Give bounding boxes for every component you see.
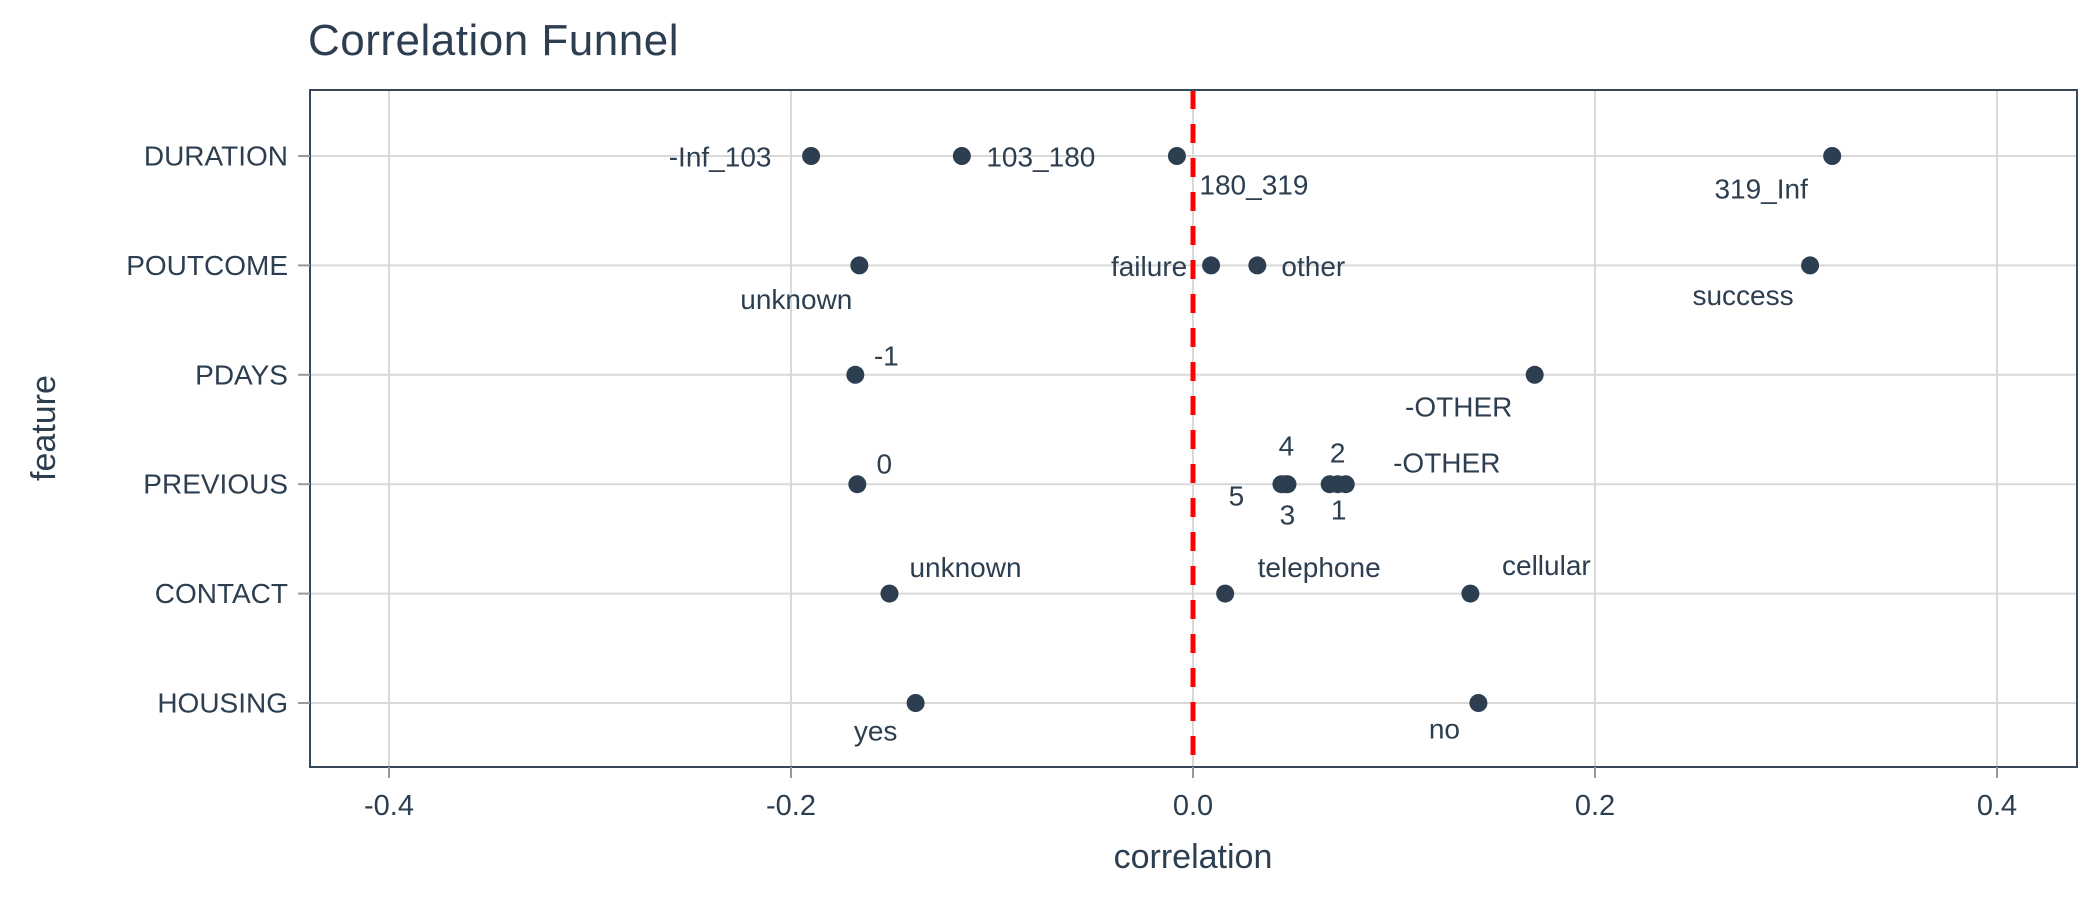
data-point xyxy=(880,584,899,603)
data-point-label: failure xyxy=(1111,251,1187,282)
data-point-label: 319_Inf xyxy=(1714,174,1808,205)
data-point xyxy=(1202,256,1221,275)
y-axis-title: feature xyxy=(25,375,63,481)
y-category-label: PREVIOUS xyxy=(143,469,288,500)
data-point xyxy=(952,147,971,165)
data-point xyxy=(1276,475,1295,494)
data-point xyxy=(802,147,821,165)
data-point-label: unknown xyxy=(740,284,852,315)
data-point-label: -OTHER xyxy=(1405,391,1512,422)
data-point-label: 180_319 xyxy=(1199,170,1308,201)
data-point-label: -Inf_103 xyxy=(669,142,772,173)
y-category-label: HOUSING xyxy=(157,688,288,719)
x-tick-label: -0.4 xyxy=(364,790,414,822)
y-category-label: POUTCOME xyxy=(126,250,288,281)
data-point-label: -1 xyxy=(874,340,899,371)
data-point-label: cellular xyxy=(1502,550,1591,581)
data-point-label: 0 xyxy=(877,449,893,480)
data-point xyxy=(906,694,925,712)
x-tick-label: 0.0 xyxy=(1173,790,1213,822)
data-point xyxy=(848,475,867,494)
y-category-label: CONTACT xyxy=(155,578,288,609)
data-point-label: 3 xyxy=(1280,500,1296,531)
data-point-label: yes xyxy=(854,716,898,747)
data-point-label: no xyxy=(1429,714,1460,745)
data-point xyxy=(1469,694,1488,712)
data-point xyxy=(1167,147,1186,165)
x-axis-title: correlation xyxy=(1113,838,1273,876)
y-category-label: PDAYS xyxy=(195,359,288,390)
chart-title: Correlation Funnel xyxy=(308,16,679,65)
data-point-label: -OTHER xyxy=(1393,448,1500,479)
data-point xyxy=(850,256,869,275)
data-point xyxy=(1461,584,1480,603)
data-point-label: 4 xyxy=(1279,431,1295,462)
data-point-label: success xyxy=(1692,280,1793,311)
data-point-label: 5 xyxy=(1229,481,1245,512)
data-point-label: other xyxy=(1281,251,1345,282)
data-point xyxy=(1823,147,1842,165)
data-point xyxy=(1336,475,1355,494)
data-point-label: 103_180 xyxy=(986,142,1095,173)
data-point xyxy=(1216,584,1235,603)
data-point-label: 1 xyxy=(1331,495,1347,526)
data-point xyxy=(1248,256,1267,275)
data-point xyxy=(846,365,865,384)
data-point xyxy=(1801,256,1820,275)
data-point xyxy=(1525,365,1544,384)
data-point-label: telephone xyxy=(1258,552,1381,583)
data-point-label: unknown xyxy=(909,552,1021,583)
y-category-label: DURATION xyxy=(144,141,288,172)
data-point-label: 2 xyxy=(1330,438,1346,469)
x-tick-label: 0.4 xyxy=(1977,790,2017,822)
x-tick-label: 0.2 xyxy=(1575,790,1615,822)
x-tick-label: -0.2 xyxy=(766,790,816,822)
